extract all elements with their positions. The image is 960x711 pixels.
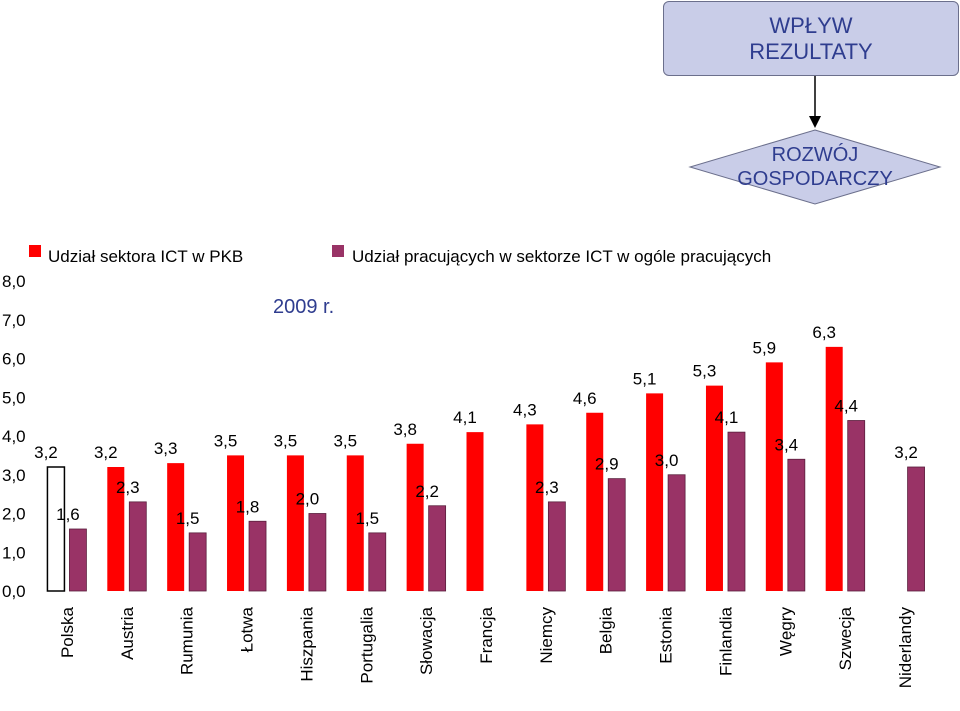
- bar-series-1: [646, 393, 664, 591]
- legend-label-series-2: Udział pracujących w sektorze ICT w ogól…: [352, 247, 771, 266]
- data-label-series-2: 2,3: [116, 478, 140, 497]
- data-label-series-1: 6,3: [812, 323, 836, 342]
- bar-series-1: [346, 455, 364, 591]
- bar-series-1: [167, 463, 185, 591]
- bar-series-2: [907, 466, 925, 592]
- bar-series-1: [705, 385, 723, 591]
- category-label: Portugalia: [357, 606, 376, 683]
- category-label: Polska: [58, 606, 77, 658]
- y-tick-label: 7,0: [2, 311, 26, 330]
- data-label-series-1: 5,3: [693, 362, 717, 381]
- bar-series-2: [667, 474, 686, 592]
- category-label: Estonia: [657, 606, 676, 663]
- data-label-series-1: 3,5: [274, 431, 298, 450]
- data-label-series-2: 1,6: [56, 505, 80, 524]
- bar-series-2: [607, 478, 626, 592]
- data-label-series-1: 3,8: [393, 420, 417, 439]
- data-label-series-1: 5,9: [753, 338, 777, 357]
- bar-series-1: [227, 455, 245, 591]
- y-tick-label: 3,0: [2, 466, 26, 485]
- economic-development-label: ROZWÓJ GOSPODARCZY: [737, 144, 893, 190]
- data-label-series-2: 3,4: [775, 435, 799, 454]
- category-label: Hiszpania: [297, 606, 316, 681]
- data-label-series-2: 1,5: [176, 509, 200, 528]
- data-label-series-2: 3,0: [655, 451, 679, 470]
- data-label-series-2: 1,5: [355, 509, 379, 528]
- bar-series-1: [526, 424, 544, 591]
- bar-series-1: [466, 432, 484, 591]
- data-label-series-1: 4,6: [573, 389, 597, 408]
- legend-swatch-series-2: [332, 245, 344, 257]
- category-label: Rumunia: [178, 606, 197, 675]
- data-label-series-1: 3,5: [333, 431, 357, 450]
- bar-series-2: [787, 458, 806, 592]
- bar-series-1: [825, 346, 843, 591]
- data-label-series-2: 2,3: [535, 478, 559, 497]
- bar-series-1: [46, 466, 66, 592]
- y-tick-label: 0,0: [2, 582, 26, 601]
- bar-series-1: [765, 362, 783, 591]
- bar-series-2: [847, 420, 866, 592]
- bar-series-2: [69, 528, 87, 592]
- year-note: 2009 r.: [273, 296, 334, 318]
- data-label-series-1: 3,5: [214, 431, 238, 450]
- bar-series-2: [128, 501, 147, 592]
- category-label: Słowacja: [417, 606, 436, 675]
- category-label: Szwecja: [836, 606, 855, 670]
- data-label-series-2: 4,1: [715, 408, 739, 427]
- bar-series-2: [727, 431, 746, 592]
- y-tick-label: 8,0: [2, 272, 26, 291]
- category-label: Belgia: [597, 606, 616, 654]
- data-label-series-2: 2,2: [415, 482, 439, 501]
- data-label-series-1: 4,3: [513, 400, 537, 419]
- category-label: Łotwa: [238, 606, 257, 652]
- bar-series-1: [286, 455, 304, 591]
- category-label: Niderlandy: [896, 607, 915, 689]
- data-label-series-2: 4,4: [834, 397, 858, 416]
- data-label-series-1: 3,2: [94, 443, 118, 462]
- bar-series-1: [586, 412, 604, 591]
- category-label: Francja: [477, 606, 496, 663]
- y-tick-label: 5,0: [2, 388, 26, 407]
- y-tick-label: 4,0: [2, 427, 26, 446]
- y-tick-label: 6,0: [2, 350, 26, 369]
- category-label: Finlandia: [716, 606, 735, 676]
- bar-series-2: [368, 532, 387, 592]
- legend-label-series-1: Udział sektora ICT w PKB: [48, 247, 243, 266]
- data-label-series-2: 3,2: [894, 443, 918, 462]
- data-label-series-2: 1,8: [236, 497, 260, 516]
- y-tick-label: 1,0: [2, 543, 26, 562]
- data-label-series-1: 5,1: [633, 369, 657, 388]
- category-label: Austria: [118, 606, 137, 659]
- bar-series-2: [248, 520, 267, 592]
- bar-series-2: [188, 532, 207, 592]
- bar-series-1: [107, 467, 125, 591]
- legend-swatch-series-1: [29, 245, 41, 257]
- impact-results-box: WPŁYW REZULTATY: [663, 1, 959, 76]
- bar-series-2: [428, 505, 447, 592]
- data-label-series-2: 2,9: [595, 455, 619, 474]
- economic-development-diamond: [688, 129, 942, 205]
- category-label: Węgry: [776, 607, 795, 657]
- bar-series-1: [406, 443, 424, 591]
- data-label-series-1: 3,2: [34, 443, 58, 462]
- data-label-series-1: 4,1: [453, 408, 477, 427]
- data-label-series-2: 2,0: [296, 490, 320, 509]
- data-label-series-1: 3,3: [154, 439, 178, 458]
- bar-series-2: [547, 501, 566, 592]
- bar-series-2: [308, 513, 327, 592]
- y-tick-label: 2,0: [2, 505, 26, 524]
- category-label: Niemcy: [537, 607, 556, 664]
